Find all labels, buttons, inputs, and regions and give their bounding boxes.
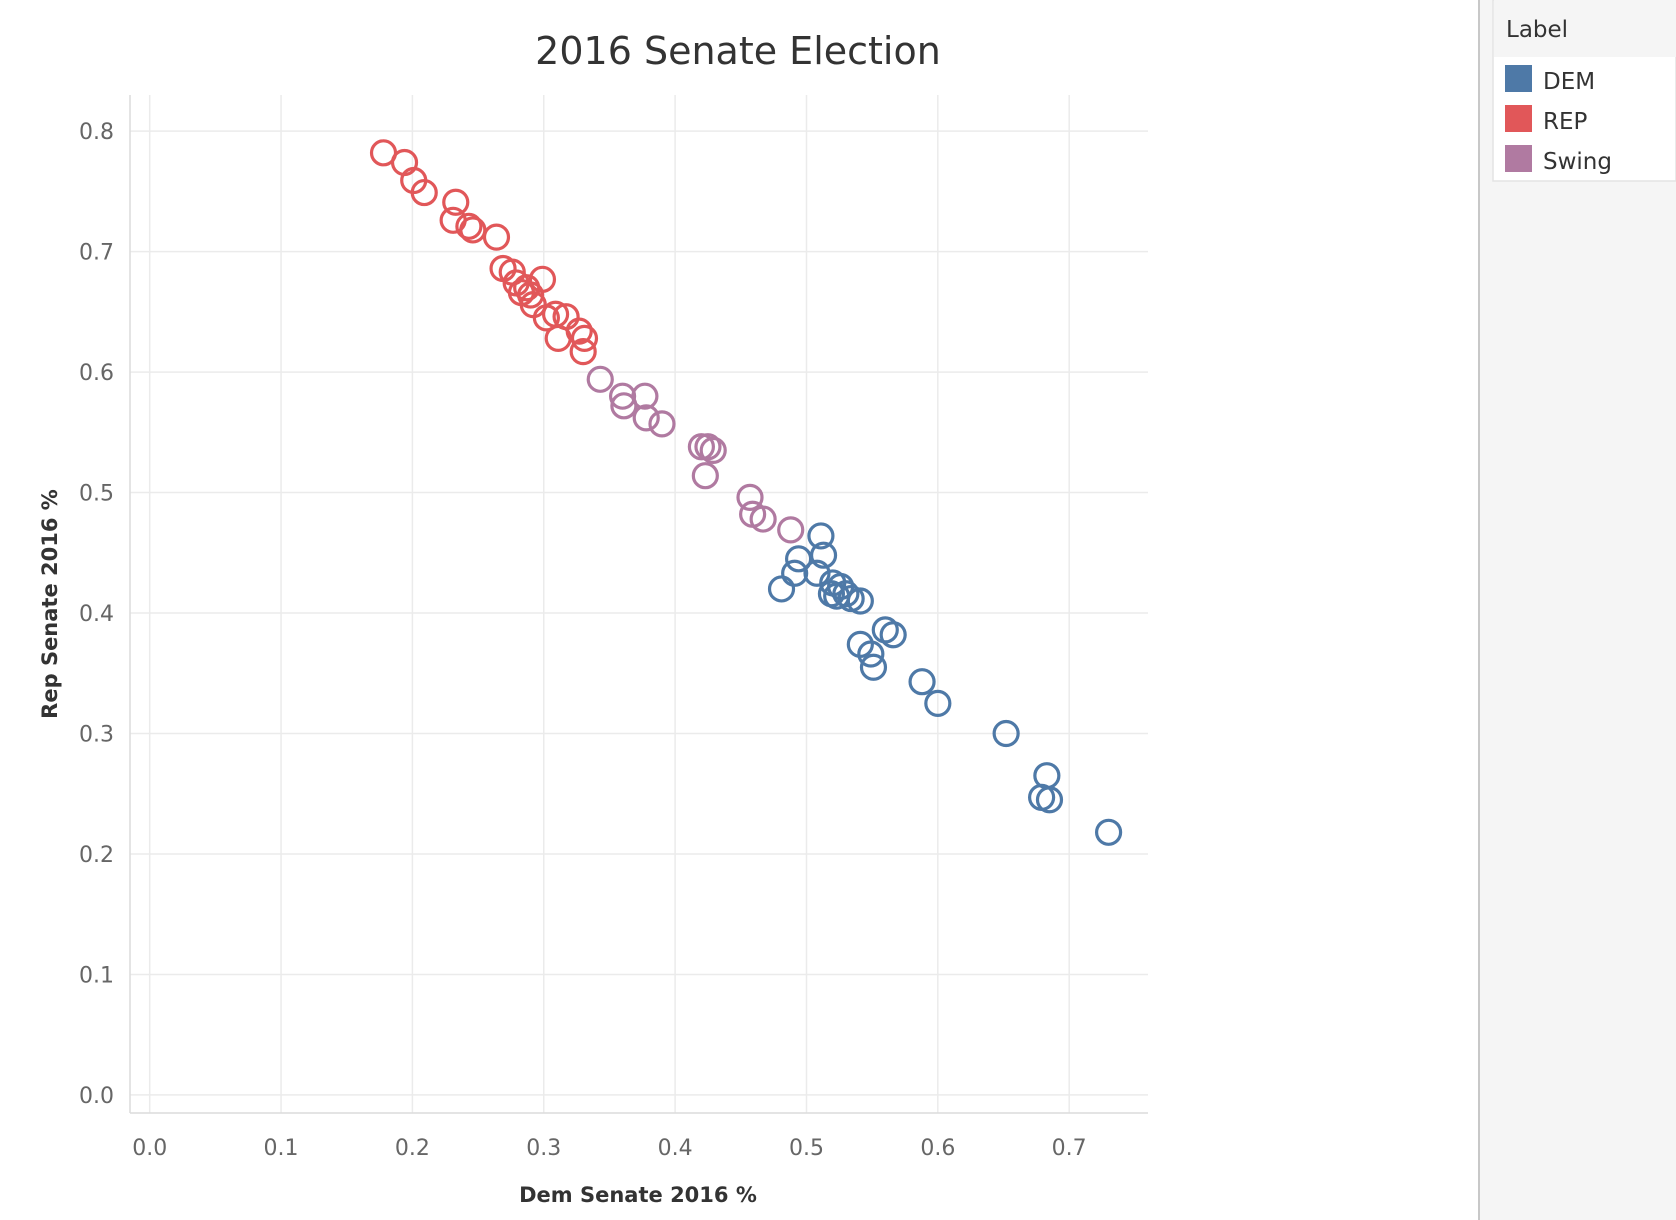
x-tick-label: 0.1: [264, 1136, 299, 1161]
legend-header-band: [1494, 0, 1676, 57]
y-tick-label: 0.1: [79, 963, 114, 988]
point-swing[interactable]: [691, 462, 719, 490]
point-dem[interactable]: [781, 559, 809, 587]
point-swing[interactable]: [586, 365, 614, 393]
point-dem[interactable]: [908, 668, 936, 696]
x-tick-label: 0.2: [395, 1136, 430, 1161]
y-tick-label: 0.5: [79, 482, 114, 507]
point-dem[interactable]: [803, 559, 831, 587]
point-rep[interactable]: [544, 324, 572, 352]
point-dem[interactable]: [992, 719, 1020, 748]
point-dem[interactable]: [767, 575, 796, 603]
y-axis-ticks: 0.0 0.1 0.2 0.3 0.4 0.5 0.6 0.7 0.8: [79, 120, 114, 1109]
point-dem[interactable]: [1035, 786, 1064, 814]
point-dem[interactable]: [1033, 762, 1061, 790]
grid-lines: [129, 95, 1148, 1114]
legend-label: REP: [1543, 109, 1588, 135]
point-dem[interactable]: [857, 640, 885, 668]
point-swing[interactable]: [610, 392, 638, 420]
x-tick-label: 0.3: [526, 1136, 561, 1161]
x-axis-label: Dem Senate 2016 %: [519, 1183, 757, 1207]
x-tick-label: 0.4: [658, 1136, 693, 1161]
y-tick-label: 0.6: [79, 361, 114, 386]
legend-title: Label: [1506, 17, 1568, 43]
y-tick-label: 0.7: [79, 241, 114, 266]
x-tick-label: 0.6: [920, 1136, 955, 1161]
legend-swatch: [1505, 105, 1532, 132]
point-rep[interactable]: [410, 178, 438, 207]
point-dem[interactable]: [924, 689, 952, 717]
y-tick-label: 0.0: [79, 1084, 114, 1109]
legend-label: Swing: [1543, 149, 1612, 175]
y-tick-label: 0.8: [79, 120, 114, 145]
x-axis-ticks: 0.0 0.1 0.2 0.3 0.4 0.5 0.6 0.7: [132, 1136, 1086, 1161]
point-swing[interactable]: [699, 436, 727, 464]
point-swing[interactable]: [648, 410, 676, 438]
y-tick-label: 0.2: [79, 843, 114, 868]
x-tick-label: 0.5: [789, 1136, 824, 1161]
point-rep[interactable]: [442, 188, 470, 216]
point-dem[interactable]: [1094, 818, 1123, 846]
legend-item-swing[interactable]: Swing: [1505, 145, 1612, 175]
legend-swatch: [1505, 65, 1532, 92]
point-dem[interactable]: [807, 522, 835, 550]
point-rep[interactable]: [459, 216, 487, 244]
legend-panel: Label DEM REP Swing: [1478, 0, 1676, 1220]
point-rep[interactable]: [569, 338, 597, 366]
point-dem[interactable]: [859, 653, 888, 681]
point-rep[interactable]: [570, 324, 599, 352]
point-rep[interactable]: [482, 223, 511, 251]
point-swing[interactable]: [736, 483, 764, 511]
y-tick-label: 0.3: [79, 723, 114, 748]
chart-title: 2016 Senate Election: [535, 29, 941, 73]
point-swing[interactable]: [777, 516, 805, 544]
point-dem[interactable]: [846, 587, 874, 615]
legend-label: DEM: [1543, 69, 1595, 95]
y-axis-label: Rep Senate 2016 %: [38, 489, 62, 719]
legend-item-dem[interactable]: DEM: [1505, 65, 1595, 95]
panel-background: [1480, 0, 1676, 1220]
y-tick-label: 0.4: [79, 602, 114, 627]
point-swing[interactable]: [687, 433, 715, 461]
x-tick-label: 0.7: [1052, 1136, 1087, 1161]
legend-swatch: [1505, 145, 1532, 172]
point-swing[interactable]: [608, 382, 637, 410]
point-swing[interactable]: [694, 433, 722, 461]
point-dem[interactable]: [817, 580, 846, 608]
data-points: [369, 139, 1123, 846]
point-dem[interactable]: [879, 621, 907, 649]
point-rep[interactable]: [455, 212, 483, 240]
legend-item-rep[interactable]: REP: [1505, 105, 1588, 135]
point-dem[interactable]: [784, 545, 813, 573]
point-swing[interactable]: [632, 404, 660, 432]
legend-items[interactable]: DEM REP Swing: [1505, 65, 1612, 175]
x-tick-label: 0.0: [132, 1136, 167, 1161]
point-swing[interactable]: [749, 505, 777, 533]
